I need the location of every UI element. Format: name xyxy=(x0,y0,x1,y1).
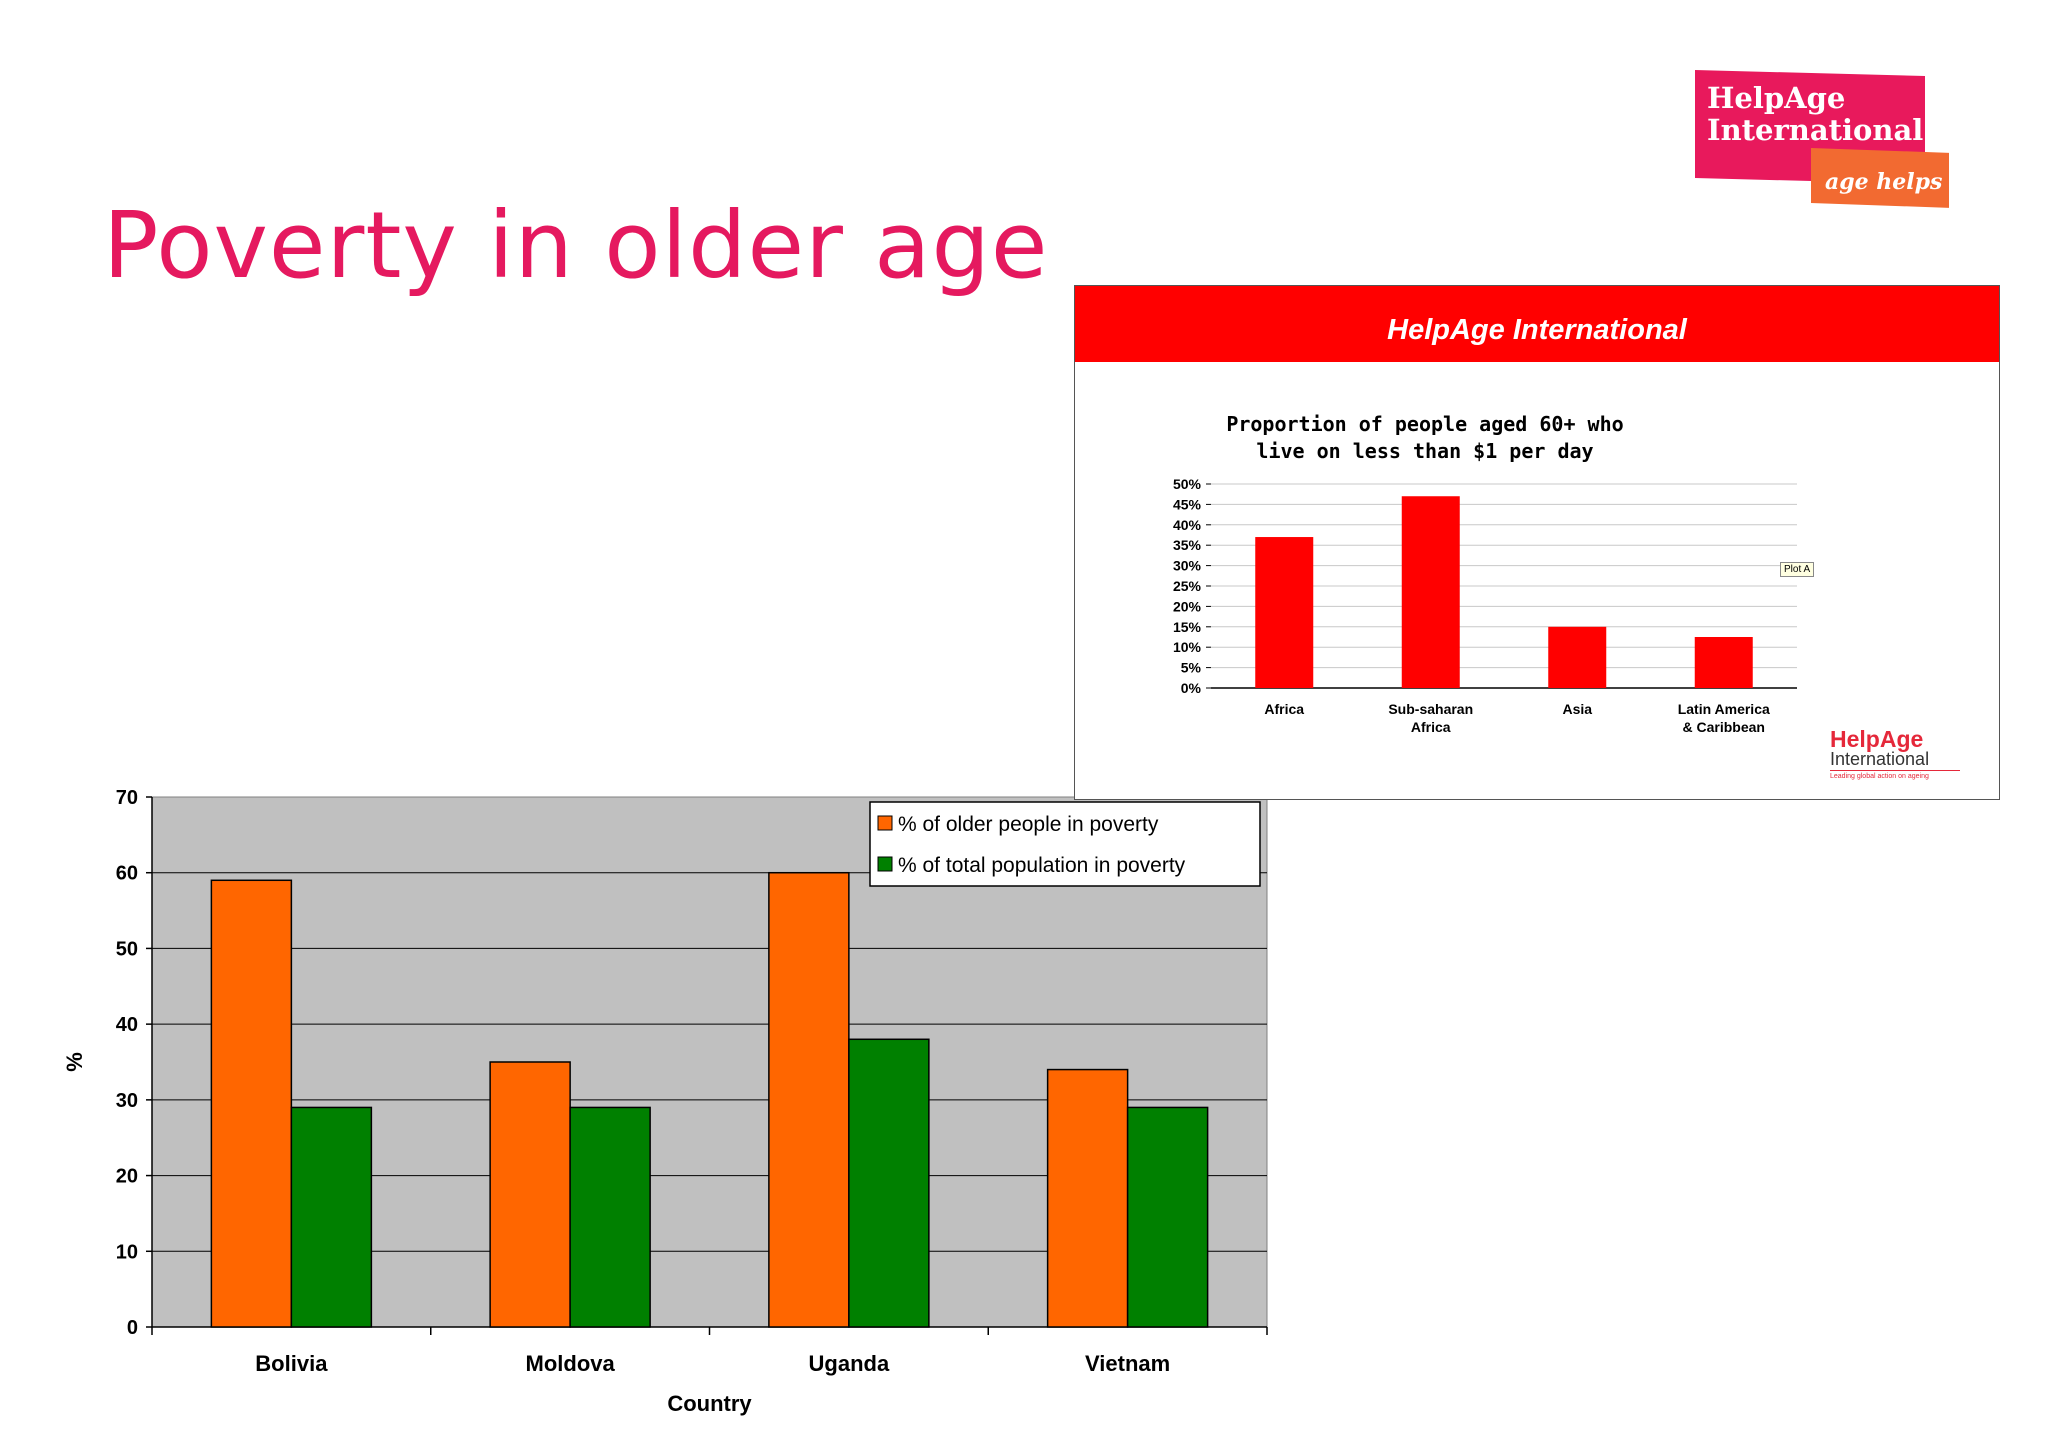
bar-total-population xyxy=(1126,1106,1209,1328)
inset-title-line1: Proportion of people aged 60+ who xyxy=(1226,412,1624,436)
legend-swatch xyxy=(877,815,893,831)
y-axis-label: % xyxy=(62,1052,87,1072)
inset-y-tick-label: 0% xyxy=(1181,680,1202,696)
inset-y-tick-label: 35% xyxy=(1173,537,1202,553)
x-tick-label: Uganda xyxy=(809,1351,890,1376)
inset-bar xyxy=(1255,537,1314,688)
x-tick-label: Vietnam xyxy=(1085,1351,1170,1376)
inset-y-tick-label: 30% xyxy=(1173,558,1202,574)
inset-bar xyxy=(1548,626,1607,688)
main-bar-chart: 0 10 20 30 40 50 60 70 Bolivia Moldova Uganda Vietn… xyxy=(62,787,1268,1416)
page-title: Poverty in older age xyxy=(103,192,1049,299)
x-axis-label: Country xyxy=(667,1391,752,1416)
inset-logo-intl: International xyxy=(1830,749,1930,769)
inset-title-line2: live on less than $1 per day xyxy=(1256,439,1594,463)
y-tick-label: 30 xyxy=(116,1090,138,1112)
inset-x-tick-label: Sub-saharan xyxy=(1388,701,1473,717)
inset-x-tick-label: Latin America xyxy=(1678,701,1770,717)
y-tick-label: 0 xyxy=(127,1317,138,1339)
inset-chart-title: Proportion of people aged 60+ who live o… xyxy=(1205,411,1645,465)
helpage-logo: HelpAge International age helps xyxy=(1695,70,1950,210)
inset-y-tick-label: 10% xyxy=(1173,639,1202,655)
inset-x-tick-label: Africa xyxy=(1264,701,1304,717)
bar-older-people xyxy=(210,879,293,1328)
bar-older-people xyxy=(768,871,850,1328)
logo-tagline: age helps xyxy=(1825,169,1943,195)
inset-x-tick-label: & Caribbean xyxy=(1683,719,1765,735)
logo-line2: International xyxy=(1707,113,1924,147)
y-tick-label: 50 xyxy=(116,938,138,960)
inset-y-tick-label: 5% xyxy=(1181,660,1202,676)
legend-label: % of older people in poverty xyxy=(898,813,1159,836)
inset-bar xyxy=(1694,637,1753,688)
inset-logo-tagline: Leading global action on ageing xyxy=(1830,773,1929,780)
bar-total-population xyxy=(290,1106,373,1328)
inset-y-tick-label: 25% xyxy=(1173,578,1202,594)
inset-logo-rule xyxy=(1830,770,1960,771)
bar-older-people xyxy=(1046,1068,1129,1328)
inset-header: HelpAge International xyxy=(1075,286,1999,362)
inset-x-tick-label: Asia xyxy=(1562,701,1592,717)
logo-text: HelpAge International xyxy=(1707,82,1923,146)
inset-chart-panel: HelpAge International Proportion of peop… xyxy=(1074,285,2000,800)
legend-swatch xyxy=(877,856,893,872)
bar-older-people xyxy=(489,1061,571,1328)
y-tick-label: 60 xyxy=(116,863,138,885)
y-tick-label: 70 xyxy=(116,787,138,809)
y-tick-label: 20 xyxy=(116,1166,138,1188)
x-tick-label: Moldova xyxy=(526,1351,616,1376)
plot-area-tooltip: Plot A xyxy=(1780,562,1815,577)
legend-label: % of total population in poverty xyxy=(898,854,1186,877)
logo-line1: HelpAge xyxy=(1707,81,1846,115)
inset-logo-name: HelpAge xyxy=(1830,726,1924,752)
inset-y-tick-label: 45% xyxy=(1173,496,1202,512)
inset-y-tick-label: 20% xyxy=(1173,598,1202,614)
inset-bar-chart: 0% 5% 10% 15% 20% 25% 30% 35% 40% 45% 50% Africa Sub… xyxy=(1173,476,1797,735)
inset-logo: HelpAge International Leading global act… xyxy=(1830,728,1960,780)
y-tick-label: 40 xyxy=(116,1014,138,1036)
inset-bar xyxy=(1401,496,1460,688)
y-tick-label: 10 xyxy=(116,1241,138,1263)
bar-total-population xyxy=(569,1106,651,1328)
inset-x-tick-label: Africa xyxy=(1411,719,1451,735)
bar-total-population xyxy=(848,1038,930,1328)
inset-y-tick-label: 40% xyxy=(1173,517,1202,533)
inset-y-tick-label: 15% xyxy=(1173,619,1202,635)
inset-y-tick-label: 50% xyxy=(1173,476,1202,492)
x-tick-label: Bolivia xyxy=(255,1351,328,1376)
legend-box xyxy=(869,801,1261,887)
